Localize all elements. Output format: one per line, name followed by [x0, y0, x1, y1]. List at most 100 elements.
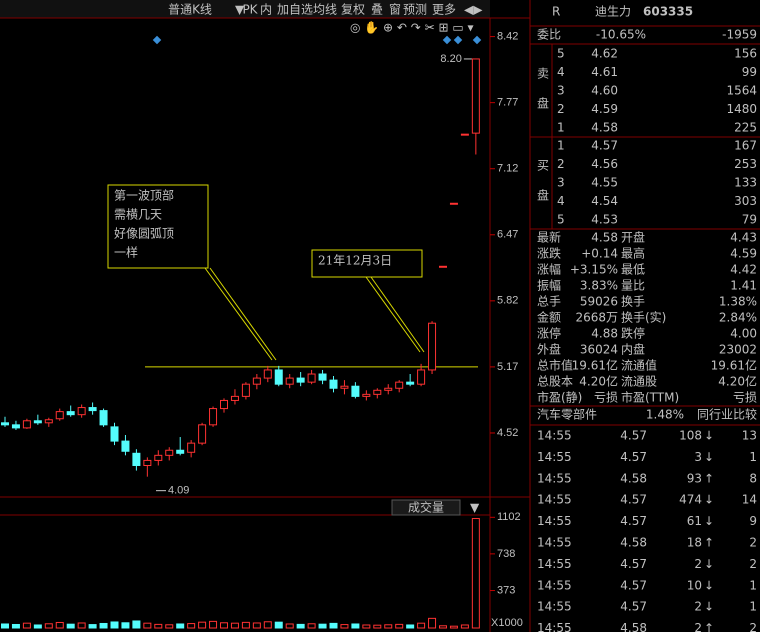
candle-body	[55, 411, 64, 420]
trade-volume: 61	[687, 514, 702, 528]
stat-label: 总股本	[537, 375, 573, 389]
price: 4.53	[591, 213, 618, 227]
callout	[365, 276, 421, 353]
volume-bar	[406, 624, 415, 629]
sector-compare[interactable]: 同行业比较	[697, 407, 757, 422]
quantity: 225	[734, 121, 757, 135]
volume-bar	[132, 620, 141, 629]
candle-body	[274, 369, 283, 385]
candle-body	[77, 407, 86, 416]
nav-icon[interactable]: ◀▶	[464, 3, 483, 17]
stat-value: 1.38%	[719, 295, 757, 309]
stat-label: 量比	[621, 279, 645, 293]
candle-body	[285, 377, 294, 385]
markers	[152, 35, 482, 45]
trade-count: 9	[749, 514, 757, 528]
stat-value: 亏损	[594, 391, 618, 405]
stat-label: 金额	[537, 310, 561, 325]
trade-price: 4.58	[620, 621, 647, 632]
toolbar-item[interactable]: 窗	[389, 3, 401, 17]
trade-volume: 2	[694, 557, 702, 571]
dropdown-icon[interactable]: ▼	[235, 3, 245, 17]
stat-value: 59026	[580, 295, 618, 309]
callout	[209, 267, 277, 361]
trade-arrow: ↑	[704, 536, 714, 550]
stat-label: 流通值	[621, 358, 657, 373]
volume-bar	[241, 621, 250, 629]
candle-body	[110, 426, 119, 442]
volume-bar	[220, 622, 228, 629]
volume-bar	[187, 623, 196, 629]
annotation-text: 一样	[114, 245, 138, 260]
candle-body	[11, 424, 20, 429]
candle-body	[132, 452, 141, 466]
price: 4.55	[591, 176, 618, 190]
side-label: 盘	[537, 188, 549, 203]
volume-title: 成交量	[408, 500, 444, 515]
trade-price: 4.57	[620, 429, 647, 443]
volume-bar	[44, 623, 53, 629]
toolbar-item[interactable]: 均线	[313, 3, 337, 17]
annotation-text: 21年12月3日	[318, 254, 392, 268]
candle-body	[143, 459, 152, 466]
dropdown-icon[interactable]: ▼	[470, 501, 480, 515]
price: 4.56	[591, 157, 618, 171]
volume-bar	[285, 623, 294, 629]
candle-body	[209, 408, 218, 426]
volume-bar	[77, 622, 86, 629]
toolbar-item[interactable]: 内	[260, 3, 272, 17]
volume-bar	[274, 621, 283, 629]
trade-volume: 108	[679, 429, 702, 443]
volume-bar	[395, 623, 404, 629]
stat-value: 4.20亿	[579, 374, 618, 389]
level: 2	[557, 102, 565, 116]
stat-value: 亏损	[733, 391, 757, 405]
toolbar-item[interactable]: 叠	[371, 3, 383, 17]
stat-label: 内盘	[621, 342, 645, 357]
stat-label: 涨幅	[537, 262, 561, 277]
candle-body	[362, 393, 371, 397]
level: 5	[557, 47, 565, 61]
volume-bar	[230, 622, 239, 629]
volume-bar	[66, 623, 75, 629]
toolbar-item[interactable]: 复权	[341, 3, 365, 17]
callout	[370, 276, 425, 353]
toolbar-item[interactable]: 普通K线	[168, 3, 212, 17]
level: 1	[557, 139, 565, 153]
stat-label: 涨停	[537, 326, 561, 341]
stat-label: 流通股	[621, 375, 657, 389]
trade-time: 14:55	[537, 621, 572, 632]
candle-body	[406, 381, 415, 385]
toolbar-item[interactable]: 加自选	[277, 3, 313, 17]
toolbar-item[interactable]: 更多	[432, 3, 456, 17]
volume-bar	[318, 623, 327, 629]
volume-bar	[362, 624, 371, 629]
stat-value: 4.00	[730, 327, 757, 341]
candle-body	[22, 420, 31, 429]
volume-bar	[384, 624, 393, 629]
volume-bar	[351, 623, 360, 629]
quantity: 1480	[726, 102, 757, 116]
toolbar-item[interactable]: PK	[242, 3, 258, 17]
toolbar-item[interactable]: 预测	[403, 3, 427, 17]
quantity: 303	[734, 194, 757, 208]
marker	[453, 35, 463, 45]
y-tick-label: 7.77	[497, 97, 518, 109]
volume-tab[interactable]	[391, 499, 461, 516]
stat-label: 涨跌	[537, 246, 561, 261]
candle-body	[154, 454, 163, 461]
trade-count: 14	[742, 493, 757, 507]
trade-price: 4.57	[620, 493, 647, 507]
side-label: 买	[537, 159, 549, 173]
volume-bar	[176, 623, 185, 629]
trade-time: 14:55	[537, 600, 572, 614]
candle-body	[439, 265, 447, 268]
trade-count: 2	[749, 621, 757, 632]
price: 4.60	[591, 84, 618, 98]
level: 5	[557, 213, 565, 227]
tool-icons[interactable]: ◎ ✋ ⊕ ↶ ↷ ✂ ⊞ ▭ ▾	[350, 21, 474, 35]
volume-bar	[165, 624, 174, 629]
trade-time: 14:55	[537, 557, 572, 571]
stat-label: 外盘	[537, 342, 561, 357]
